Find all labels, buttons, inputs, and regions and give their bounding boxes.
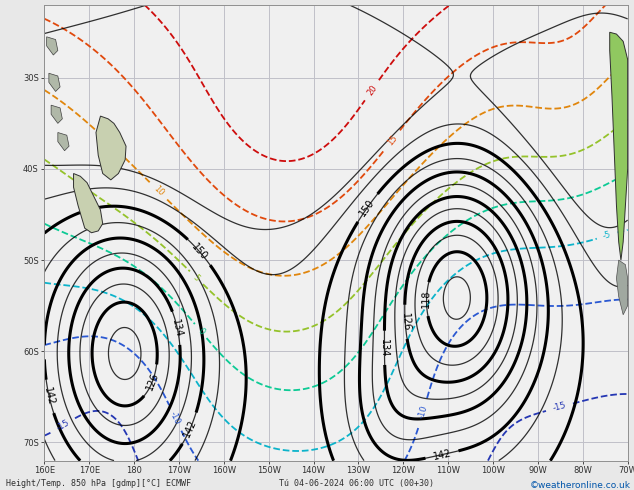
Text: 126: 126 bbox=[145, 370, 160, 392]
Text: Height/Temp. 850 hPa [gdmp][°C] ECMWF: Height/Temp. 850 hPa [gdmp][°C] ECMWF bbox=[6, 479, 191, 488]
Polygon shape bbox=[49, 73, 60, 92]
Text: 15: 15 bbox=[385, 133, 399, 147]
Polygon shape bbox=[47, 37, 58, 55]
Text: 142: 142 bbox=[182, 418, 198, 439]
Text: 142: 142 bbox=[432, 448, 452, 462]
Text: 118: 118 bbox=[422, 290, 432, 308]
Text: 150: 150 bbox=[190, 242, 209, 262]
Polygon shape bbox=[51, 105, 62, 123]
Text: 134: 134 bbox=[171, 318, 184, 338]
Text: -5: -5 bbox=[602, 230, 612, 241]
Text: 5: 5 bbox=[191, 273, 202, 283]
Text: ©weatheronline.co.uk: ©weatheronline.co.uk bbox=[530, 481, 631, 490]
Polygon shape bbox=[58, 132, 69, 151]
Text: 150: 150 bbox=[358, 197, 377, 218]
Text: Tú 04-06-2024 06:00 UTC (00+30): Tú 04-06-2024 06:00 UTC (00+30) bbox=[279, 479, 434, 488]
Text: 10: 10 bbox=[152, 184, 165, 198]
Text: 142: 142 bbox=[42, 387, 56, 407]
Text: -15: -15 bbox=[55, 418, 71, 433]
Text: -10: -10 bbox=[168, 410, 182, 426]
Text: 0: 0 bbox=[195, 326, 206, 336]
Text: 20: 20 bbox=[365, 83, 378, 97]
Polygon shape bbox=[610, 32, 628, 260]
Polygon shape bbox=[96, 116, 126, 180]
Text: 126: 126 bbox=[399, 312, 411, 331]
Polygon shape bbox=[74, 173, 103, 233]
Text: -15: -15 bbox=[552, 401, 567, 414]
Text: 134: 134 bbox=[379, 339, 389, 357]
Polygon shape bbox=[616, 260, 628, 315]
Text: -10: -10 bbox=[417, 404, 429, 419]
